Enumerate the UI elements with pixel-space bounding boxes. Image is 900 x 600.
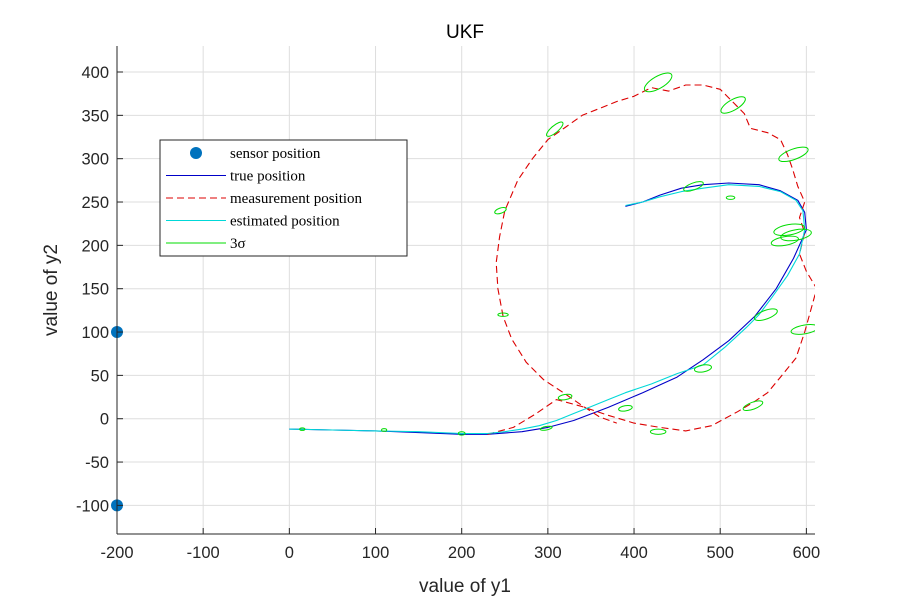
series-line-true-position	[289, 182, 807, 435]
sigma-ellipse	[778, 146, 809, 163]
sigma-ellipse	[725, 195, 736, 200]
sigma-ellipse	[693, 364, 712, 373]
sigma-ellipse	[546, 121, 564, 137]
x-tick-label: 0	[285, 544, 294, 562]
x-tick-label: 200	[448, 544, 476, 562]
x-axis-label: value of y1	[419, 576, 511, 597]
y-axis-label: value of y2	[41, 244, 62, 336]
y-tick-label: 50	[91, 367, 109, 385]
x-tick-label: -100	[187, 544, 220, 562]
grid	[116, 46, 815, 534]
legend-label: 3σ	[230, 236, 246, 252]
legend-marker	[190, 147, 202, 159]
x-tick-label: -200	[100, 544, 133, 562]
legend-label: estimated position	[230, 214, 340, 230]
sigma-ellipse	[457, 431, 466, 436]
x-tick-label: 400	[620, 544, 648, 562]
plot-area	[111, 72, 815, 512]
y-tick-label: -50	[85, 454, 109, 472]
sigma-ellipse	[742, 400, 764, 412]
y-tick-label: 100	[81, 324, 109, 342]
sigma-ellipse	[753, 308, 778, 322]
axes: -200 -100 0 100 200 300 400 500 600 -100 -50 0 50 100…	[76, 46, 820, 562]
legend-label: measurement position	[230, 191, 363, 207]
sigma-ellipse	[539, 425, 553, 431]
sigma-ellipse	[381, 428, 388, 432]
x-tick-label: 300	[534, 544, 562, 562]
y-tick-label: -100	[76, 497, 109, 515]
sigma-ellipse	[497, 312, 509, 317]
x-tick-label: 600	[793, 544, 821, 562]
series-line-measurement-position	[487, 84, 815, 435]
y-tick-label: 250	[81, 194, 109, 212]
sigma-ellipse	[649, 428, 667, 435]
chart-title: UKF	[446, 22, 484, 43]
sigma-ellipse	[643, 72, 673, 93]
legend-label: true position	[230, 169, 306, 185]
legend-label: sensor position	[230, 146, 321, 162]
y-tick-label: 350	[81, 107, 109, 125]
sigma-ellipse	[720, 96, 746, 114]
y-tick-label: 0	[100, 411, 109, 429]
y-tick-label: 300	[81, 151, 109, 169]
x-tick-label: 500	[706, 544, 734, 562]
y-tick-label: 150	[81, 281, 109, 299]
sigma-ellipse	[790, 324, 815, 335]
legend: sensor position true position measurement …	[159, 139, 408, 257]
sigma-ellipse	[299, 427, 306, 431]
y-tick-label: 400	[81, 64, 109, 82]
x-tick-label: 100	[362, 544, 390, 562]
sigma-ellipse	[683, 181, 704, 192]
sigma-ellipse	[557, 393, 573, 401]
sigma-ellipse	[773, 223, 805, 237]
sigma-ellipse	[494, 206, 507, 215]
sigma-ellipse	[770, 235, 799, 247]
plot-series-group	[289, 72, 815, 436]
series-line-estimated-position	[289, 184, 806, 435]
sigma-ellipse	[618, 404, 633, 412]
y-tick-label: 200	[81, 237, 109, 255]
